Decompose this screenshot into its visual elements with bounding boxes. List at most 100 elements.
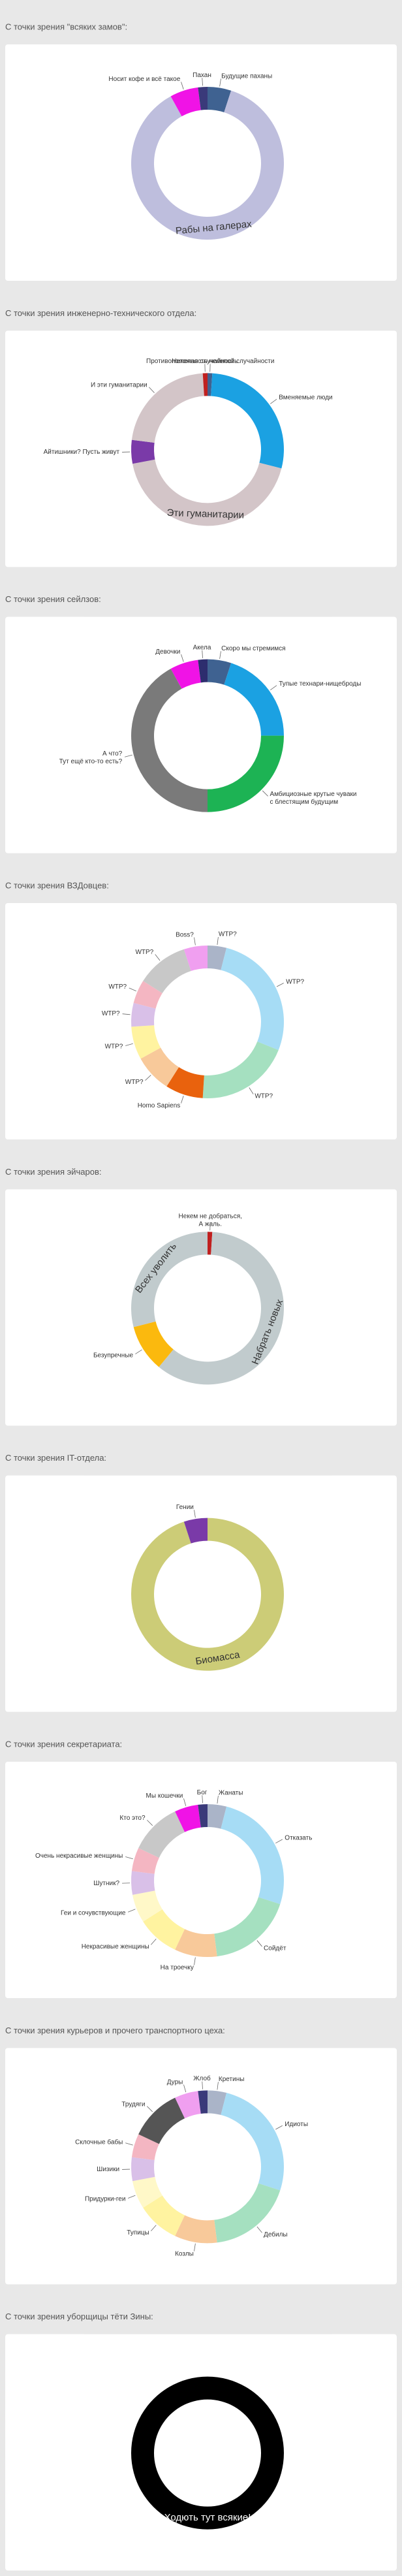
segment bbox=[133, 981, 162, 1009]
segment bbox=[175, 2215, 217, 2244]
chart-title: С точки зрения ВЗДовцев: bbox=[5, 880, 109, 890]
chart-title: С точки зрения эйчаров: bbox=[5, 1167, 101, 1177]
segment-label: Идиоты bbox=[285, 2121, 308, 2128]
segment-label: Скоро мы стремимся bbox=[221, 645, 285, 652]
segment bbox=[198, 1804, 208, 1828]
segment-label: Безупречные bbox=[93, 1352, 134, 1359]
segment-label: Шизики bbox=[97, 2166, 119, 2173]
leader-line bbox=[145, 1075, 151, 1081]
leader-line bbox=[262, 790, 268, 797]
segment-label: Противоположность нелепой случайности bbox=[146, 358, 274, 365]
leader-line bbox=[217, 2082, 219, 2090]
leader-line bbox=[125, 2142, 133, 2146]
segment bbox=[166, 1067, 204, 1098]
segment bbox=[143, 1909, 185, 1950]
leader-line bbox=[256, 1940, 262, 1947]
leader-line bbox=[181, 1096, 184, 1104]
segment bbox=[131, 1518, 284, 1671]
segment bbox=[143, 949, 191, 994]
segment bbox=[131, 2157, 155, 2182]
chart-title: С точки зрения уборщицы тёти Зины: bbox=[5, 2312, 153, 2321]
segment bbox=[131, 2134, 159, 2161]
leader-line bbox=[128, 2195, 136, 2199]
chart-title: С точки зрения курьеров и прочего трансп… bbox=[5, 2026, 225, 2035]
chart-title: С точки зрения "всяких замов": bbox=[5, 22, 127, 31]
leader-line bbox=[183, 1798, 187, 1806]
segment-label: Трудяги bbox=[121, 2101, 145, 2108]
leader-line bbox=[202, 1795, 203, 1804]
leader-line bbox=[151, 2225, 157, 2231]
segment-label: Вменяемые люди bbox=[279, 394, 332, 402]
segment bbox=[131, 1232, 208, 1328]
segment bbox=[143, 2195, 185, 2236]
segment-label: Гении bbox=[176, 1504, 194, 1511]
segment bbox=[221, 1806, 284, 1905]
segment-label: Отказать bbox=[285, 1835, 312, 1842]
leader-line bbox=[128, 1909, 136, 1913]
segment bbox=[138, 2097, 185, 2144]
segment bbox=[132, 1890, 162, 1922]
leader-line bbox=[270, 399, 277, 404]
segment-label: Эти гуманитарии bbox=[166, 507, 244, 521]
segment bbox=[131, 373, 204, 443]
segment bbox=[132, 2176, 162, 2208]
segment bbox=[214, 2183, 281, 2243]
segment-label: WTP? bbox=[108, 983, 127, 991]
segment bbox=[208, 735, 284, 812]
card bbox=[5, 1189, 397, 1426]
leader-line bbox=[147, 1820, 153, 1826]
card bbox=[5, 2334, 397, 2571]
chart: С точки зрения курьеров и прочего трансп… bbox=[5, 2026, 397, 2285]
segment-label: Придурки-геи bbox=[85, 2196, 126, 2203]
segment-label: Айтишники? Пусть живут bbox=[44, 449, 120, 456]
segment bbox=[131, 1002, 156, 1027]
leader-line bbox=[256, 2226, 262, 2233]
card bbox=[5, 2048, 397, 2285]
leader-line bbox=[149, 387, 155, 393]
segment-label: Жлоб bbox=[193, 2075, 211, 2082]
segment-label: WTP? bbox=[125, 1079, 144, 1086]
leader-line bbox=[202, 650, 203, 658]
segment-label: Некем не добраться, А жаль. bbox=[179, 1212, 242, 1228]
segment-label: Нелепая случайность bbox=[172, 358, 238, 365]
segment bbox=[198, 2090, 208, 2114]
chart: С точки зрения инженерно-технического от… bbox=[5, 308, 397, 567]
leader-line bbox=[194, 937, 196, 946]
chart: С точки зрения уборщицы тёти Зины: Ходють… bbox=[5, 2312, 397, 2571]
segment-label: Сойдёт bbox=[264, 1945, 286, 1952]
segment-label: Дебилы bbox=[264, 2231, 288, 2238]
segment bbox=[175, 1929, 217, 1957]
segment-label: Бог bbox=[197, 1789, 208, 1796]
segment bbox=[221, 2093, 284, 2191]
segment bbox=[133, 1321, 174, 1367]
segment bbox=[131, 439, 155, 464]
segment-label: WTP? bbox=[255, 1093, 273, 1100]
chart: С точки зрения эйчаров: Некем не добратьс… bbox=[5, 1167, 397, 1426]
segment bbox=[198, 659, 208, 683]
leader-line bbox=[219, 651, 221, 660]
leader-line bbox=[129, 987, 136, 992]
card bbox=[5, 903, 397, 1139]
segment bbox=[208, 2090, 227, 2115]
leader-line bbox=[275, 2125, 283, 2130]
segment-label: Носит кофе и всё такое bbox=[108, 75, 180, 83]
segment-label: Homo Sapiens bbox=[138, 1102, 181, 1109]
segment-label: И эти гуманитарии bbox=[91, 382, 147, 389]
segment bbox=[208, 373, 213, 396]
segment-label: WTP? bbox=[135, 949, 153, 956]
segment-label: Дуры bbox=[167, 2078, 183, 2086]
card bbox=[5, 616, 397, 853]
chart-title: С точки зрения сейлзов: bbox=[5, 594, 101, 604]
chart: С точки зрения сейлзов: Скоро мы стремимс… bbox=[5, 594, 397, 853]
segment-label: WTP? bbox=[286, 978, 304, 985]
segment-label: Шутник? bbox=[93, 1880, 119, 1887]
segment-label: Некрасивые женщины bbox=[82, 1943, 149, 1950]
leader-line bbox=[183, 2084, 187, 2093]
segment bbox=[198, 87, 208, 110]
leader-line bbox=[275, 1839, 283, 1844]
segment-label: Жанаты bbox=[219, 1790, 243, 1797]
chart: С точки зрения секретариата: Жанаты Отказа… bbox=[5, 1739, 397, 1998]
